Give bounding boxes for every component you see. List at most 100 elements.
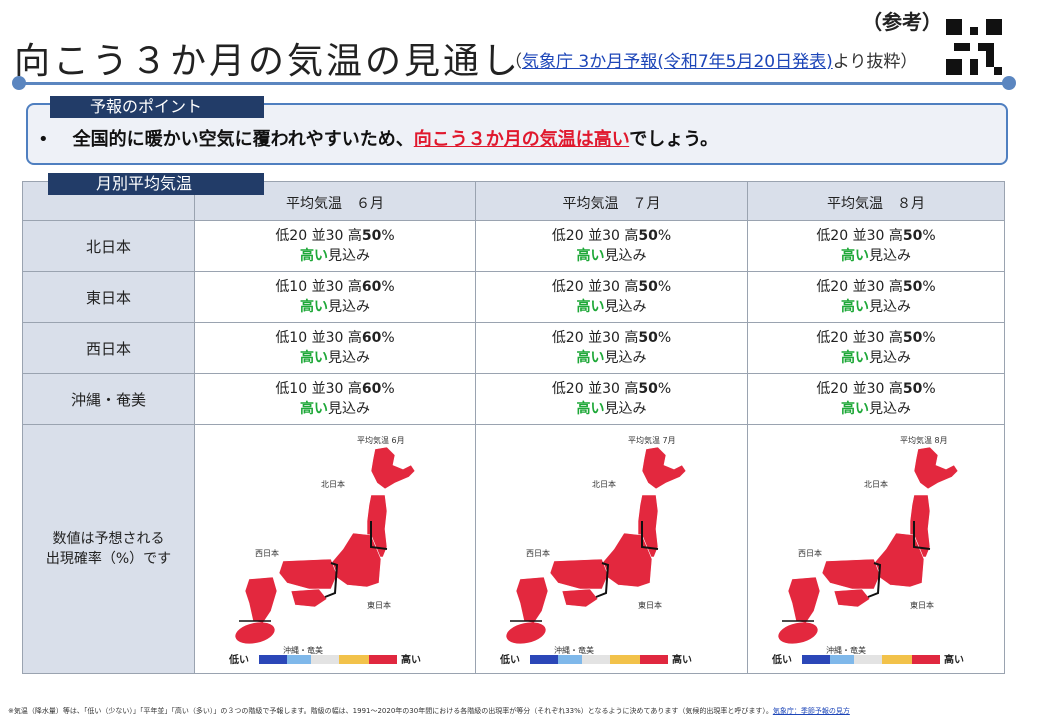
kyushu-shape <box>515 576 549 624</box>
low-value: 低20 <box>551 381 584 397</box>
probability-values: 低20 並30 高50% <box>195 226 475 246</box>
shikoku-shape <box>561 588 599 608</box>
low-value: 低20 <box>816 279 849 295</box>
normal-value: 並30 <box>852 381 885 397</box>
map-title: 平均気温 7月 <box>628 435 676 445</box>
outlook-rest: 見込み <box>869 248 911 264</box>
probability-cell: 低20 並30 高50% 高い見込み <box>747 322 1005 374</box>
low-value: 低20 <box>816 228 849 244</box>
map-title: 平均気温 8月 <box>900 435 948 445</box>
outlook-text: 高い見込み <box>476 399 747 419</box>
legend-high: 高い <box>401 653 421 666</box>
probability-cell: 低10 並30 高60% 高い見込み <box>194 322 476 374</box>
legend-swatch-high-light <box>610 655 640 664</box>
legend-low: 低い <box>499 653 520 666</box>
page-subtitle: （気象庁 3か月予報(令和7年5月20日発表)より抜粋） <box>505 47 917 72</box>
normal-value: 並30 <box>311 381 344 397</box>
percent-sign: % <box>381 381 395 397</box>
probability-values: 低20 並30 高50% <box>748 328 1004 348</box>
chugoku-shape <box>549 558 609 590</box>
legend-high: 高い <box>944 653 964 666</box>
high-label: 高 <box>347 228 362 244</box>
outlook-rest: 見込み <box>328 299 370 315</box>
outlook-word: 高い <box>300 401 328 417</box>
map-label-north: 北日本 <box>592 479 616 489</box>
region-label: 西日本 <box>22 322 195 374</box>
probability-cell: 低10 並30 高60% 高い見込み <box>194 373 476 425</box>
region-label: 沖縄・奄美 <box>22 373 195 425</box>
map-cell-august: 平均気温 8月 北日本 西日本 東日本 沖縄・竜美 低い 高い <box>747 424 1005 674</box>
probability-values: 低10 並30 高60% <box>195 277 475 297</box>
normal-value: 並30 <box>852 279 885 295</box>
probability-values: 低20 並30 高50% <box>476 328 747 348</box>
map-label-east: 東日本 <box>910 600 934 610</box>
normal-value: 並30 <box>588 330 620 346</box>
probability-values: 低20 並30 高50% <box>748 379 1004 399</box>
legend-swatch-low-dark <box>802 655 830 664</box>
legend-swatch-high-light <box>882 655 912 664</box>
percent-sign: % <box>922 381 936 397</box>
outlook-rest: 見込み <box>604 299 647 315</box>
probability-values: 低10 並30 高60% <box>195 379 475 399</box>
low-value: 低10 <box>275 330 308 346</box>
column-header-august: 平均気温 ８月 <box>747 181 1005 221</box>
probability-cell: 低20 並30 高50% 高い見込み <box>747 220 1005 272</box>
normal-value: 並30 <box>588 279 620 295</box>
outlook-text: 高い見込み <box>195 399 475 419</box>
low-value: 低10 <box>275 279 308 295</box>
map-row: 数値は予想される 出現確率（%）です 平均気温 6月 北日本 西日本 東日本 沖縄・竜美… <box>22 424 1005 674</box>
map-label-west: 西日本 <box>526 548 550 558</box>
high-value: 50 <box>902 228 923 244</box>
chubu-shape <box>873 532 925 588</box>
table-row: 北日本 低20 並30 高50% 高い見込み 低20 並30 高50% 高い見込み 低20… <box>22 220 1005 272</box>
high-label: 高 <box>624 330 639 346</box>
outlook-text: 高い見込み <box>748 246 1004 266</box>
high-label: 高 <box>624 279 639 295</box>
high-label: 高 <box>888 279 903 295</box>
map-cell-june: 平均気温 6月 北日本 西日本 東日本 沖縄・竜美 低い 高い <box>194 424 476 674</box>
okinawa-shape <box>778 622 818 644</box>
outlook-word: 高い <box>300 248 328 264</box>
legend-low: 低い <box>771 653 792 666</box>
legend-high: 高い <box>672 653 692 666</box>
low-value: 低20 <box>551 279 584 295</box>
probability-values: 低10 並30 高60% <box>195 328 475 348</box>
outlook-rest: 見込み <box>604 350 647 366</box>
chugoku-shape <box>821 558 881 590</box>
probability-values: 低20 並30 高50% <box>476 379 747 399</box>
outlook-text: 高い見込み <box>195 246 475 266</box>
outlook-word: 高い <box>300 299 328 315</box>
probability-cell: 低20 並30 高50% 高い見込み <box>475 220 748 272</box>
map-label-north: 北日本 <box>321 479 345 489</box>
outlook-text: 高い見込み <box>195 297 475 317</box>
map-label-west: 西日本 <box>255 548 279 558</box>
point-text-highlight: 向こう３か月の気温は高い <box>413 129 630 150</box>
probability-values: 低20 並30 高50% <box>476 277 747 297</box>
high-value: 50 <box>902 381 923 397</box>
probability-cell: 低20 並30 高50% 高い見込み <box>475 271 748 323</box>
footnote-link[interactable]: 気象庁：季節予報の見方 <box>772 707 850 715</box>
monthly-tab: 月別平均気温 <box>48 173 264 195</box>
low-value: 低20 <box>816 330 849 346</box>
kyushu-shape <box>244 576 278 624</box>
outlook-text: 高い見込み <box>195 348 475 368</box>
legend-swatch-low-dark <box>259 655 287 664</box>
map-row-label: 数値は予想される 出現確率（%）です <box>22 424 195 674</box>
source-link[interactable]: 気象庁 3か月予報(令和7年5月20日発表) <box>522 52 833 72</box>
outlook-rest: 見込み <box>604 248 647 264</box>
legend-swatch-low-light <box>830 655 854 664</box>
high-value: 50 <box>902 330 923 346</box>
title-rule <box>16 82 1012 85</box>
qr-code[interactable] <box>946 18 1002 76</box>
high-value: 60 <box>361 330 382 346</box>
legend: 低い 高い <box>499 653 692 666</box>
outlook-rest: 見込み <box>869 401 911 417</box>
probability-cell: 低20 並30 高50% 高い見込み <box>194 220 476 272</box>
subtitle-open: （ <box>505 52 522 72</box>
forecast-point-text: • 全国的に暖かい空気に覆われやすいため、向こう３か月の気温は高いでしょう。 <box>38 125 718 151</box>
hokkaido-shape <box>641 446 687 490</box>
percent-sign: % <box>657 330 672 346</box>
probability-cell: 低20 並30 高50% 高い見込み <box>747 373 1005 425</box>
